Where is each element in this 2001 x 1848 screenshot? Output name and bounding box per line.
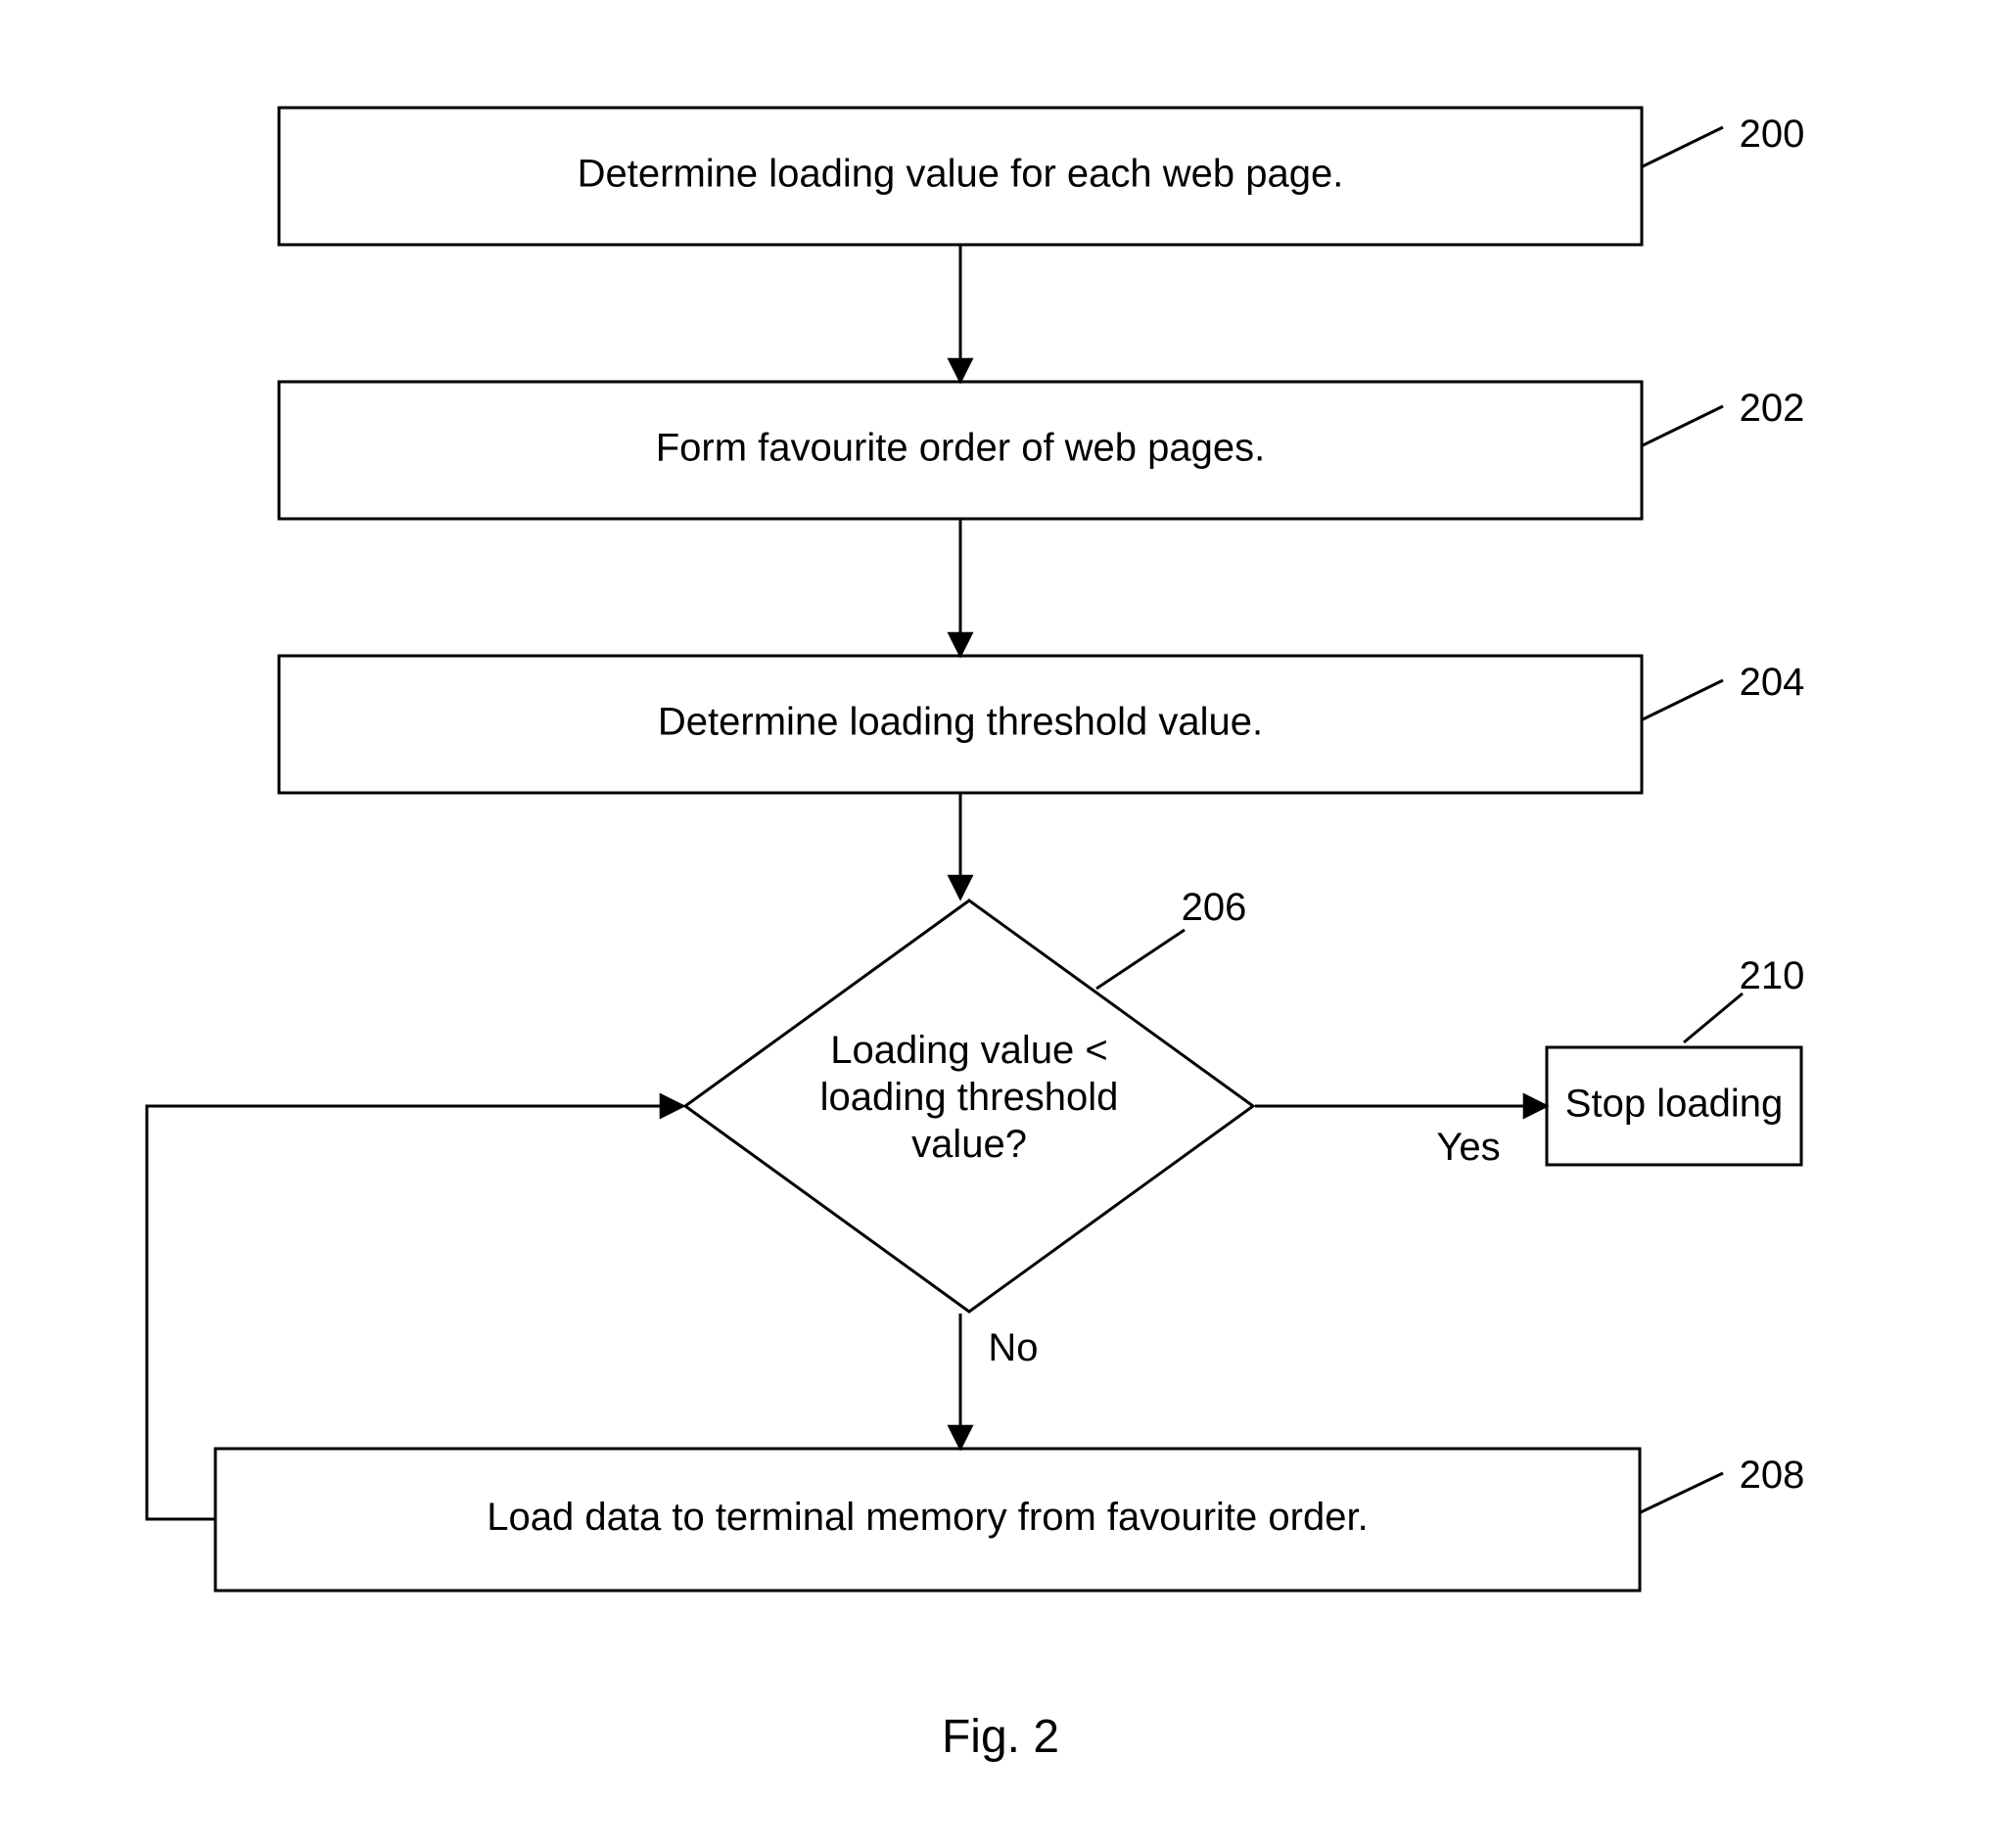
n210-label: 210 — [1740, 954, 1805, 997]
node-n200: Determine loading value for each web pag… — [279, 108, 1804, 245]
edge-3: No — [960, 1314, 1039, 1449]
node-n206: Loading value <loading thresholdvalue? 20… — [685, 886, 1253, 1312]
edge-4: Yes — [1255, 1106, 1547, 1169]
node-n204: Determine loading threshold value. 204 — [279, 656, 1804, 793]
node-n202: Form favourite order of web pages. 202 — [279, 382, 1804, 519]
n202-text: Form favourite order of web pages. — [656, 427, 1266, 470]
n206-text: Loading value <loading thresholdvalue? — [820, 1029, 1119, 1166]
figure-caption: Fig. 2 — [942, 1711, 1059, 1763]
edge-5 — [147, 1106, 683, 1519]
n206-label: 206 — [1182, 886, 1247, 929]
n200-text: Determine loading value for each web pag… — [578, 153, 1344, 196]
n200-label: 200 — [1740, 113, 1805, 156]
edge-4-label: Yes — [1436, 1126, 1500, 1169]
node-n210: Stop loading 210 — [1547, 954, 1804, 1165]
n208-label: 208 — [1740, 1454, 1805, 1497]
n204-label: 204 — [1740, 661, 1805, 704]
n204-text: Determine loading threshold value. — [658, 701, 1263, 744]
node-n208: Load data to terminal memory from favour… — [215, 1449, 1804, 1591]
n208-text: Load data to terminal memory from favour… — [487, 1496, 1368, 1539]
n202-label: 202 — [1740, 387, 1805, 430]
edge-3-label: No — [988, 1326, 1038, 1369]
n210-text: Stop loading — [1565, 1083, 1783, 1126]
